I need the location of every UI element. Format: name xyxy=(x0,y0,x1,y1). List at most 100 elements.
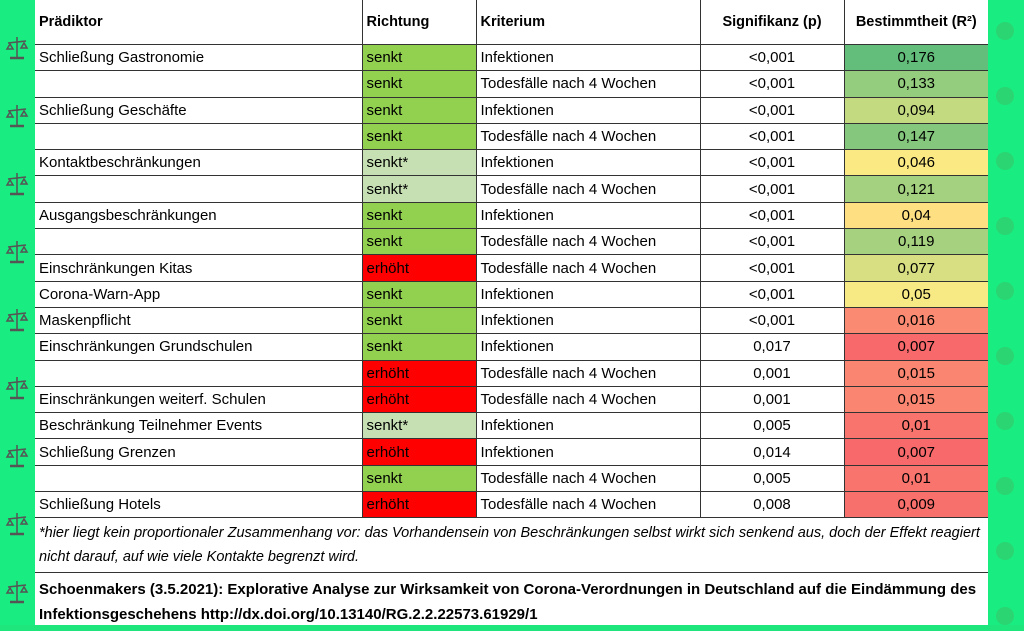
r-squared-cell: 0,147 xyxy=(844,123,988,151)
significance-cell: <0,001 xyxy=(700,175,845,203)
table-row: Kontaktbeschränkungen senkt* Infektionen <0… xyxy=(35,149,988,177)
predictor-cell xyxy=(35,360,363,387)
criterion-cell: Infektionen xyxy=(476,202,701,230)
scales-icon xyxy=(4,103,30,129)
virus-icon xyxy=(996,87,1014,105)
scales-icon xyxy=(4,375,30,401)
predictor-cell: Einschränkungen Kitas xyxy=(35,254,363,282)
direction-cell: senkt xyxy=(362,465,477,493)
scales-icon xyxy=(4,35,30,61)
criterion-cell: Infektionen xyxy=(476,281,701,308)
predictor-cell: Schließung Geschäfte xyxy=(35,97,363,124)
significance-cell: <0,001 xyxy=(700,202,845,230)
criterion-cell: Todesfälle nach 4 Wochen xyxy=(476,465,701,493)
significance-cell: <0,001 xyxy=(700,123,845,151)
header-criterion: Kriterium xyxy=(476,0,701,45)
r-squared-cell: 0,007 xyxy=(844,438,988,466)
significance-cell: <0,001 xyxy=(700,70,845,98)
significance-cell: 0,008 xyxy=(700,491,845,519)
predictor-cell xyxy=(35,228,363,256)
significance-cell: 0,005 xyxy=(700,412,845,440)
significance-cell: 0,014 xyxy=(700,438,845,466)
table-row: senkt Todesfälle nach 4 Wochen 0,005 0,01 xyxy=(35,465,988,493)
scales-icon xyxy=(4,171,30,197)
significance-cell: <0,001 xyxy=(700,307,845,335)
scales-icon xyxy=(4,307,30,333)
footnote: *hier liegt kein proportionaler Zusammen… xyxy=(35,518,988,574)
table-row: Maskenpflicht senkt Infektionen <0,001 0,016 xyxy=(35,307,988,335)
direction-cell: senkt xyxy=(362,202,477,230)
direction-cell: erhöht xyxy=(362,438,477,466)
criterion-cell: Infektionen xyxy=(476,149,701,177)
predictor-cell: Einschränkungen weiterf. Schulen xyxy=(35,386,363,414)
criterion-cell: Todesfälle nach 4 Wochen xyxy=(476,386,701,414)
virus-icon xyxy=(996,607,1014,625)
criterion-cell: Infektionen xyxy=(476,44,701,72)
criterion-cell: Todesfälle nach 4 Wochen xyxy=(476,228,701,256)
r-squared-cell: 0,04 xyxy=(844,202,988,230)
citation: Schoenmakers (3.5.2021): Explorative Ana… xyxy=(39,581,977,624)
direction-cell: senkt xyxy=(362,97,477,124)
predictor-cell: Maskenpflicht xyxy=(35,307,363,335)
direction-cell: senkt* xyxy=(362,149,477,177)
results-sheet: Prädiktor Richtung Kriterium Signifikanz… xyxy=(35,0,988,625)
criterion-cell: Todesfälle nach 4 Wochen xyxy=(476,70,701,98)
significance-cell: <0,001 xyxy=(700,228,845,256)
r-squared-cell: 0,119 xyxy=(844,228,988,256)
predictor-cell: Corona-Warn-App xyxy=(35,281,363,308)
header-r-squared: Bestimmtheit (R²) xyxy=(844,0,988,45)
direction-cell: senkt xyxy=(362,123,477,151)
r-squared-cell: 0,077 xyxy=(844,254,988,282)
table-row: Schließung Grenzen erhöht Infektionen 0,014… xyxy=(35,438,988,466)
predictor-cell: Ausgangsbeschränkungen xyxy=(35,202,363,230)
significance-cell: 0,001 xyxy=(700,386,845,414)
table-row: Einschränkungen weiterf. Schulen erhöht To… xyxy=(35,386,988,414)
virus-icon xyxy=(996,542,1014,560)
predictor-cell xyxy=(35,70,363,98)
significance-cell: <0,001 xyxy=(700,254,845,282)
table-row: Schließung Geschäfte senkt Infektionen <0,0… xyxy=(35,97,988,124)
table-row: Einschränkungen Grundschulen senkt Infekti… xyxy=(35,333,988,361)
significance-cell: <0,001 xyxy=(700,281,845,308)
direction-cell: senkt xyxy=(362,70,477,98)
table-row: senkt Todesfälle nach 4 Wochen <0,001 0,147 xyxy=(35,123,988,151)
direction-cell: erhöht xyxy=(362,254,477,282)
direction-cell: erhöht xyxy=(362,386,477,414)
r-squared-cell: 0,015 xyxy=(844,386,988,414)
r-squared-cell: 0,01 xyxy=(844,465,988,493)
table-row: senkt* Todesfälle nach 4 Wochen <0,001 0,12… xyxy=(35,175,988,203)
predictor-table: Prädiktor Richtung Kriterium Signifikanz… xyxy=(35,0,988,519)
criterion-cell: Todesfälle nach 4 Wochen xyxy=(476,491,701,519)
direction-cell: erhöht xyxy=(362,360,477,387)
criterion-cell: Todesfälle nach 4 Wochen xyxy=(476,175,701,203)
header-direction: Richtung xyxy=(362,0,477,45)
virus-icon xyxy=(996,22,1014,40)
criterion-cell: Infektionen xyxy=(476,438,701,466)
direction-cell: senkt xyxy=(362,307,477,335)
table-row: senkt Todesfälle nach 4 Wochen <0,001 0,133 xyxy=(35,70,988,98)
virus-icon xyxy=(996,412,1014,430)
predictor-cell xyxy=(35,175,363,203)
predictor-cell: Schließung Gastronomie xyxy=(35,44,363,72)
predictor-cell xyxy=(35,123,363,151)
scales-icon xyxy=(4,443,30,469)
direction-cell: senkt xyxy=(362,281,477,308)
direction-cell: senkt* xyxy=(362,412,477,440)
criterion-cell: Infektionen xyxy=(476,307,701,335)
r-squared-cell: 0,121 xyxy=(844,175,988,203)
criterion-cell: Infektionen xyxy=(476,333,701,361)
direction-cell: senkt xyxy=(362,44,477,72)
table-row: Corona-Warn-App senkt Infektionen <0,001 0,0… xyxy=(35,281,988,308)
criterion-cell: Todesfälle nach 4 Wochen xyxy=(476,123,701,151)
criterion-cell: Infektionen xyxy=(476,412,701,440)
direction-cell: senkt xyxy=(362,333,477,361)
r-squared-cell: 0,046 xyxy=(844,149,988,177)
predictor-cell xyxy=(35,465,363,493)
predictor-cell: Einschränkungen Grundschulen xyxy=(35,333,363,361)
predictor-cell: Schließung Hotels xyxy=(35,491,363,519)
header-row: Prädiktor Richtung Kriterium Signifikanz… xyxy=(35,0,988,45)
r-squared-cell: 0,05 xyxy=(844,281,988,308)
table-row: Beschränkung Teilnehmer Events senkt* Infe… xyxy=(35,412,988,440)
scales-icon xyxy=(4,239,30,265)
significance-cell: 0,001 xyxy=(700,360,845,387)
